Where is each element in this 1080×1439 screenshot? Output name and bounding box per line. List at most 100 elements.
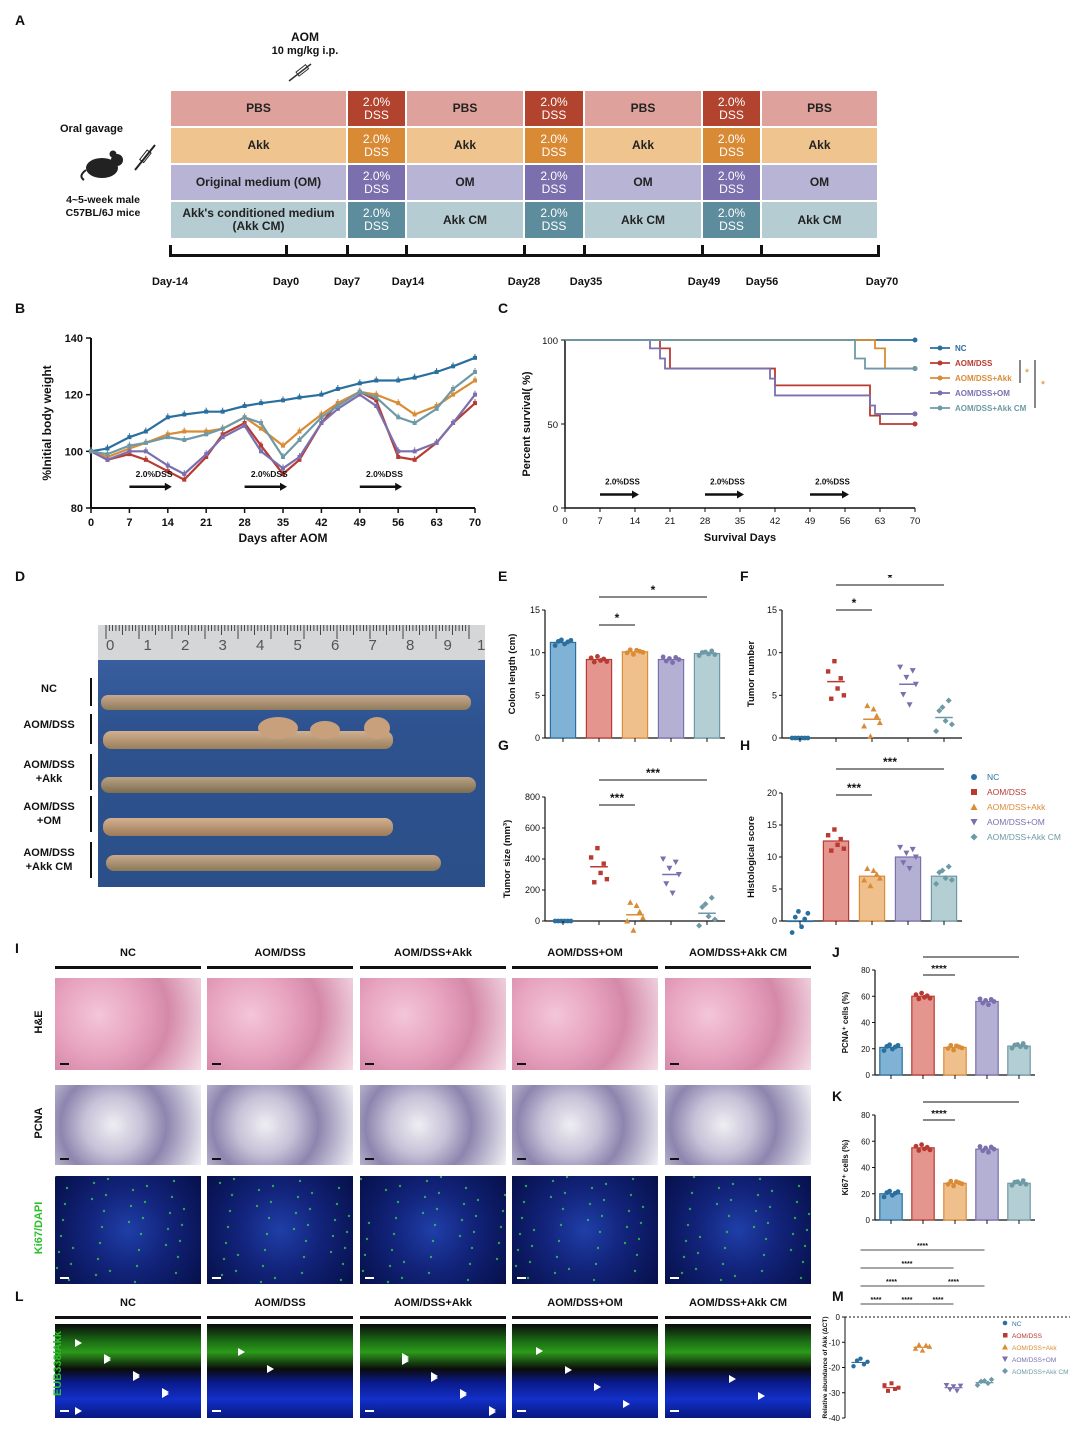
column-header: AOM/DSS+Akk bbox=[394, 1297, 472, 1309]
tick-label: 0 bbox=[772, 733, 777, 743]
data-point bbox=[895, 1042, 901, 1048]
data-point bbox=[182, 429, 187, 434]
dss-annotation: 2.0%DSS bbox=[605, 477, 640, 486]
ki67-spot bbox=[263, 1248, 267, 1252]
tick-label: 0 bbox=[866, 1071, 871, 1080]
ruler-number: 8 bbox=[406, 637, 415, 654]
legend-marker bbox=[1002, 1356, 1008, 1362]
ki67-spot bbox=[470, 1246, 474, 1250]
data-point bbox=[675, 872, 682, 878]
data-point bbox=[916, 1341, 922, 1347]
data-point bbox=[666, 865, 673, 872]
arrowhead-icon bbox=[238, 1348, 245, 1356]
sig-stars: * bbox=[651, 583, 656, 597]
scale-bar bbox=[60, 1410, 69, 1412]
data-point bbox=[412, 449, 417, 454]
legend-label: AOM/DSS bbox=[1012, 1333, 1043, 1340]
data-point bbox=[667, 656, 672, 661]
data-point bbox=[861, 1362, 867, 1367]
column-header-rule bbox=[665, 966, 811, 969]
body-weight-chart: 0 7 14 21 28 35 42 49 56 63 70 80 100 120 140 Days afte… bbox=[40, 333, 481, 545]
column-header: AOM/DSS+Akk CM bbox=[688, 1297, 788, 1309]
ki67-spot bbox=[499, 1225, 503, 1229]
data-point bbox=[434, 406, 439, 411]
data-point bbox=[903, 850, 910, 857]
data-point bbox=[981, 1377, 988, 1384]
ki67-spot bbox=[596, 1246, 600, 1250]
ki67-spot bbox=[437, 1191, 441, 1195]
ki67-spot bbox=[347, 1214, 351, 1218]
legend-label: AOM/DSS+OM bbox=[1012, 1357, 1056, 1364]
dss-cell: 2.0% DSS bbox=[348, 202, 405, 238]
sig-star: * bbox=[1025, 367, 1030, 379]
data-point bbox=[926, 1343, 933, 1349]
treatment-cell: Akk's conditioned medium (Akk CM) bbox=[171, 202, 346, 238]
data-point bbox=[829, 848, 834, 853]
sig-stars: **** bbox=[963, 955, 979, 957]
tick-label: 15 bbox=[530, 605, 540, 615]
tick-label: 40 bbox=[861, 1164, 870, 1173]
treatment-cell: OM bbox=[585, 165, 701, 200]
tick-label: 100 bbox=[542, 336, 558, 347]
data-point bbox=[319, 392, 324, 397]
data-point bbox=[913, 1143, 919, 1149]
ki67-spot bbox=[133, 1280, 137, 1284]
data-point bbox=[945, 697, 952, 704]
ki67-spot bbox=[300, 1271, 304, 1275]
ki67-spot bbox=[141, 1216, 145, 1220]
data-point bbox=[991, 999, 997, 1004]
data-point bbox=[182, 472, 187, 476]
data-point bbox=[789, 930, 795, 935]
tick-label: 15 bbox=[767, 820, 777, 830]
ki67-spot bbox=[226, 1225, 230, 1229]
day-label: Day-14 bbox=[151, 276, 189, 288]
data-point bbox=[870, 867, 877, 873]
timeline-tick bbox=[701, 245, 704, 257]
pcna-image bbox=[512, 1085, 658, 1165]
ki67-spot bbox=[435, 1207, 439, 1211]
scale-bar bbox=[365, 1277, 374, 1279]
dss-cell: 2.0% DSS bbox=[703, 128, 760, 163]
ki67-spot bbox=[729, 1198, 733, 1202]
legend-label: AOM/DSS+Akk bbox=[1012, 1345, 1057, 1352]
tick-label: 28 bbox=[238, 517, 250, 529]
bar bbox=[911, 995, 935, 1076]
ki67-spot bbox=[166, 1227, 170, 1231]
data-point bbox=[165, 435, 170, 440]
ruler-number: 6 bbox=[331, 637, 340, 654]
dss-cell: 2.0% DSS bbox=[525, 128, 583, 163]
data-point bbox=[335, 406, 340, 411]
tick-label: 21 bbox=[665, 516, 676, 527]
data-point bbox=[127, 443, 132, 448]
ki67-spot bbox=[341, 1262, 345, 1266]
tumor-number-chart: 0 5 10 15 Tumor number * * bbox=[746, 575, 962, 743]
data-point bbox=[473, 392, 477, 397]
panel-label-l: L bbox=[15, 1288, 24, 1304]
ruler-numbers: 0 1 2 3 4 5 6 7 8 9 10 bbox=[98, 637, 485, 657]
ki67-spot bbox=[365, 1237, 369, 1241]
data-point bbox=[991, 1146, 997, 1152]
data-point bbox=[876, 719, 883, 726]
ki67-chart: 0 20 40 60 80 Ki67⁺ cells (%) **** **** bbox=[841, 1100, 1035, 1225]
ki67-spot bbox=[170, 1195, 174, 1199]
arrowhead-icon bbox=[104, 1354, 111, 1362]
data-point bbox=[948, 877, 955, 884]
ki67-spot bbox=[108, 1269, 112, 1273]
tick-label: 80 bbox=[71, 503, 83, 515]
data-point bbox=[959, 1045, 965, 1051]
data-point bbox=[977, 1144, 983, 1149]
data-point bbox=[434, 370, 439, 374]
data-point bbox=[630, 927, 637, 933]
data-point bbox=[319, 421, 324, 425]
bar bbox=[975, 1148, 999, 1221]
cell-label: PBS bbox=[246, 101, 271, 115]
survival-curve bbox=[565, 339, 915, 370]
data-point bbox=[835, 842, 840, 848]
data-point bbox=[259, 421, 264, 425]
sig-stars: *** bbox=[646, 766, 660, 780]
data-point bbox=[319, 415, 324, 420]
ki67-spot bbox=[335, 1202, 339, 1206]
arrowheads bbox=[729, 1375, 765, 1400]
row-bracket bbox=[90, 842, 92, 878]
data-point bbox=[927, 995, 933, 1001]
